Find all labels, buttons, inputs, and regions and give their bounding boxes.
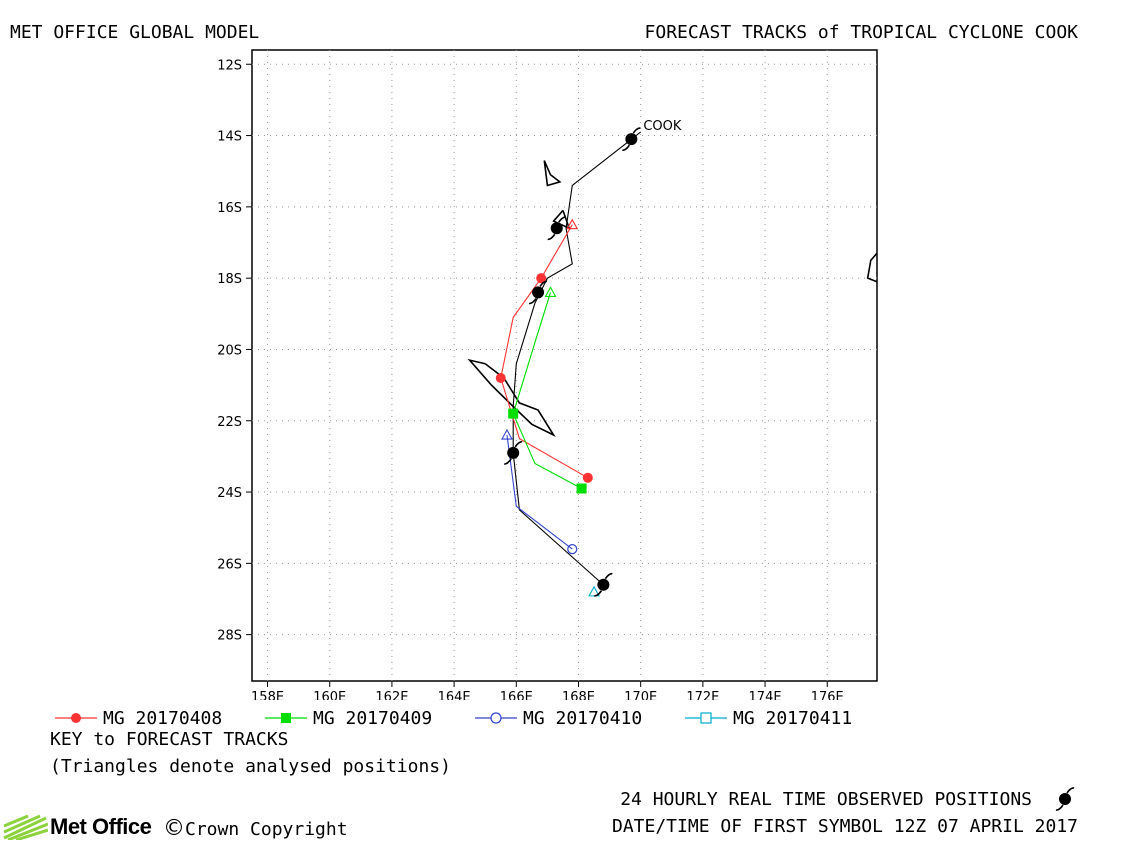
- cyclone-arm: [594, 590, 603, 597]
- storm-name-label: COOK: [643, 119, 682, 134]
- y-tick-label: 28S: [217, 629, 242, 644]
- legend-marker: [71, 713, 81, 723]
- y-tick-label: 26S: [217, 557, 242, 572]
- forecast-track: [508, 286, 587, 494]
- model-title: MET OFFICE GLOBAL MODEL: [10, 22, 260, 43]
- y-tick-label: 22S: [217, 415, 242, 430]
- cyclone-arm: [632, 127, 641, 134]
- y-tick-label: 18S: [217, 272, 242, 287]
- observed-track: [512, 131, 642, 586]
- track-map: 158E 160E 162E 164E 166E 168E 170E 172E 174E 176E…: [217, 49, 878, 700]
- legend-marker: [281, 713, 291, 723]
- x-tick-label: 158E: [251, 690, 284, 700]
- legend-marker: [490, 712, 502, 724]
- legend-swatch: [265, 713, 307, 723]
- cyclone-symbol-icon: [1055, 787, 1075, 811]
- forecast-marker: [582, 472, 593, 483]
- legend-marker: [700, 712, 712, 724]
- observed-position-icon: [528, 280, 548, 305]
- observed-position-icon: [594, 572, 613, 597]
- cyclone-arm: [503, 458, 512, 465]
- brand-name: Met Office: [50, 814, 152, 839]
- x-tick-label: 164E: [438, 690, 471, 700]
- forecast-marker: [508, 408, 519, 419]
- forecast-marker: [495, 372, 506, 383]
- forecast-title: FORECAST TRACKS of TROPICAL CYCLONE COOK: [644, 22, 1078, 43]
- cyclone-legend-symbol: [1055, 787, 1075, 811]
- map-frame: [251, 49, 878, 682]
- first-symbol-datetime: DATE/TIME OF FIRST SYMBOL 12Z 07 APRIL 2…: [612, 816, 1078, 837]
- forecast-marker: [567, 543, 578, 555]
- legend-label: MG 20170410: [523, 708, 643, 729]
- forecast-track: [495, 218, 593, 483]
- x-tick-label: 170E: [624, 690, 657, 700]
- forecast-line: [500, 224, 589, 479]
- cyclone-eye: [625, 133, 638, 146]
- met-office-mark-icon: [3, 814, 48, 840]
- copyright-symbol: ©: [163, 816, 185, 841]
- land-outline: [866, 252, 878, 283]
- cyclone-eye: [507, 446, 520, 459]
- analysed-position-triangle: [566, 218, 579, 230]
- cyclone-arm: [514, 440, 523, 448]
- y-tick-label: 14S: [217, 130, 242, 145]
- y-tick-label: 12S: [217, 58, 242, 73]
- legend-swatch: [475, 712, 517, 724]
- x-tick-label: 172E: [686, 690, 719, 700]
- met-office-logo: Met Office: [0, 810, 380, 840]
- legend-label: MG 20170409: [313, 708, 433, 729]
- cyclone-eye: [1059, 793, 1071, 805]
- key-note: (Triangles denote analysed positions): [50, 756, 451, 777]
- cyclone-eye: [597, 578, 610, 591]
- cyclone-eye: [532, 286, 545, 299]
- cyclone-arm: [622, 144, 631, 151]
- forecast-track: [588, 585, 600, 597]
- land-outline: [543, 160, 562, 187]
- legend-swatch: [55, 713, 97, 723]
- y-tick-label: 24S: [217, 486, 242, 501]
- cyclone-arm: [558, 216, 566, 223]
- x-tick-label: 168E: [562, 690, 595, 700]
- y-tick-label: 16S: [217, 201, 242, 216]
- cyclone-arm: [1066, 787, 1075, 794]
- x-tick-label: 176E: [811, 690, 844, 700]
- cyclone-arm: [539, 280, 548, 287]
- analysed-position-triangle: [544, 286, 557, 297]
- observed-position-icon: [503, 440, 523, 465]
- observed-positions-label: 24 HOURLY REAL TIME OBSERVED POSITIONS: [620, 789, 1032, 810]
- forecast-track: [501, 428, 578, 555]
- copyright: ©Crown Copyright: [163, 816, 348, 841]
- analysed-position-triangle: [501, 428, 513, 440]
- cyclone-eye: [550, 222, 563, 235]
- cyclone-arm: [547, 233, 556, 241]
- x-tick-label: 166E: [500, 690, 533, 700]
- y-tick-label: 20S: [217, 343, 242, 358]
- forecast-line: [506, 434, 573, 550]
- cyclone-arm: [1055, 804, 1064, 811]
- key-title: KEY to FORECAST TRACKS: [50, 729, 289, 750]
- x-tick-label: 160E: [313, 690, 346, 700]
- forecast-marker: [576, 483, 587, 494]
- copyright-text: Crown Copyright: [185, 819, 348, 840]
- x-tick-label: 174E: [749, 690, 782, 700]
- observed-position-icon: [547, 216, 566, 241]
- land-outline: [467, 358, 556, 437]
- legend-swatch: [685, 712, 727, 724]
- cyclone-arm: [528, 297, 537, 305]
- forecast-marker: [536, 273, 547, 284]
- legend-label: MG 20170411: [733, 708, 853, 729]
- cyclone-arm: [604, 572, 613, 580]
- legend-label: MG 20170408: [103, 708, 223, 729]
- observed-position-icon: [622, 127, 641, 151]
- x-tick-label: 162E: [375, 690, 408, 700]
- analysed-position-triangle: [588, 585, 600, 597]
